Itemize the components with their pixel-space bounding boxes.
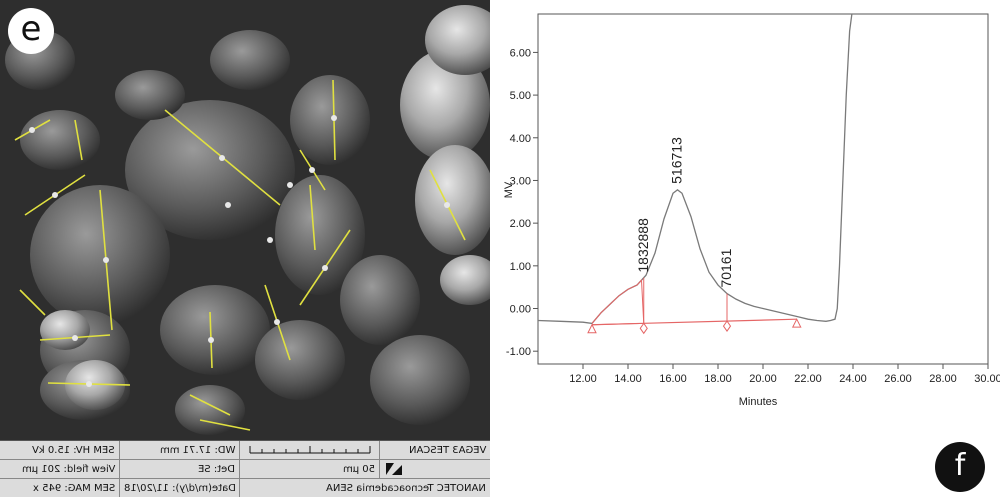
scale-bar-icon (249, 446, 371, 454)
x-tick-label: 24.00 (839, 373, 867, 385)
shoulder-outline (591, 278, 645, 326)
x-tick-label: 28.00 (929, 373, 957, 385)
sem-panel: e SEM HV: 15.0 kV WD: 17.71 mm VEGA3 TES… (0, 0, 490, 497)
sem-micrograph (0, 0, 490, 440)
drop-marker (639, 322, 648, 335)
marker-layer (587, 277, 802, 335)
y-tick-label: 5.00 (510, 90, 531, 102)
x-tick-label: 20.00 (749, 373, 777, 385)
sem-detector: Det: SE (120, 460, 240, 479)
peak-boundary-marker (791, 318, 802, 328)
x-tick-label: 22.00 (794, 373, 822, 385)
sem-scale-bar (240, 441, 380, 460)
gpc-chromatogram: -1.000.001.002.003.004.005.006.00 12.00 1… (503, 13, 1000, 408)
peak-label: 516713 (669, 137, 685, 184)
sem-mag: SEM MAG: 945 x (0, 479, 120, 497)
peak-boundary-marker (587, 323, 597, 334)
y-tick-label: 3.00 (510, 175, 531, 187)
x-tick-label: 16.00 (659, 373, 687, 385)
sem-date: Date(m/d/y): 11/20/18 (120, 479, 240, 497)
x-tick-label: 30.00 (974, 373, 1000, 385)
x-tick-label: 12.00 (569, 373, 597, 385)
series-layer (537, 13, 853, 326)
x-axis-ticks: 12.00 14.00 16.00 18.00 20.00 22.00 24.00 26.00… (569, 364, 1000, 385)
sem-scale-label: 50 µm (240, 460, 380, 479)
sem-device: VEGA3 TESCAN (408, 445, 486, 456)
peak-label-layer: 1832888 516713 70161 (635, 137, 734, 288)
y-tick-label: -1.00 (506, 346, 531, 358)
sem-wd: WD: 17.71 mm (120, 441, 240, 460)
chromatogram-trace (537, 13, 853, 325)
peak-label: 70161 (718, 248, 734, 287)
drop-marker (722, 320, 732, 332)
sem-lab: NANOTEC Tecnoacademia SENA (326, 483, 486, 494)
x-tick-label: 18.00 (704, 373, 732, 385)
tescan-logo-icon (386, 463, 402, 475)
panel-label-e: e (8, 8, 54, 54)
sem-hv: SEM HV: 15.0 kV (0, 441, 120, 460)
y-tick-label: 6.00 (510, 47, 531, 59)
y-axis-label: MV (503, 181, 515, 198)
gpc-chart-panel: -1.00 0.00 1.00 2.00 3.00 4.00 5.00 6.00 12.00 1… (490, 0, 1000, 497)
peak-label: 1832888 (635, 218, 651, 273)
x-tick-label: 26.00 (884, 373, 912, 385)
y-tick-label: 2.00 (510, 218, 531, 230)
x-axis-label: Minutes (739, 396, 778, 408)
y-axis-ticks: -1.00 0.00 1.00 2.00 3.00 4.00 5.00 6.00 (506, 47, 538, 358)
sem-logo (380, 460, 490, 479)
x-tick-label: 14.00 (614, 373, 642, 385)
y-tick-label: 0.00 (510, 304, 531, 316)
plot-area (537, 13, 989, 365)
sem-info-bar: SEM HV: 15.0 kV WD: 17.71 mm VEGA3 TESCA… (0, 440, 490, 497)
sem-view-field: View field: 201 µm (0, 460, 120, 479)
y-tick-label: 1.00 (510, 261, 531, 273)
panel-label-f: f (935, 442, 985, 492)
y-tick-label: 4.00 (510, 133, 531, 145)
